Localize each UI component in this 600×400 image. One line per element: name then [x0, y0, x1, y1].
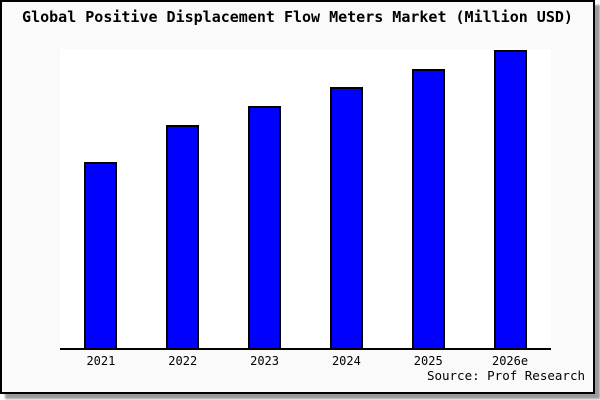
x-tick-label-2024: 2024	[331, 354, 361, 368]
x-axis-labels: 2021 2022 2023 2024 2025 2026e	[60, 354, 551, 368]
bar-2025	[411, 69, 445, 348]
bar-slot-2024	[305, 87, 387, 348]
chart-frame: Global Positive Displacement Flow Meters…	[0, 0, 595, 394]
bar-2026e	[493, 50, 527, 348]
bar-slot-2023	[224, 106, 306, 348]
bar-slot-2025	[387, 69, 469, 348]
bar-2021	[84, 162, 118, 348]
bar-slot-2021	[60, 162, 142, 348]
x-tick-label-2023: 2023	[250, 354, 280, 368]
source-note: Source: Prof Research	[426, 368, 585, 383]
bar-slot-2026e	[469, 50, 551, 348]
bar-slot-2022	[142, 125, 224, 348]
bar-2022	[166, 125, 200, 348]
x-tick-label-2025: 2025	[413, 354, 443, 368]
x-tick-label-2022: 2022	[168, 354, 198, 368]
bar-2023	[248, 106, 282, 348]
bar-2024	[329, 87, 363, 348]
chart-title: Global Positive Displacement Flow Meters…	[22, 8, 573, 26]
x-tick-label-2026e: 2026e	[491, 354, 529, 368]
x-tick-label-2021: 2021	[86, 354, 116, 368]
plot-area	[60, 49, 551, 350]
